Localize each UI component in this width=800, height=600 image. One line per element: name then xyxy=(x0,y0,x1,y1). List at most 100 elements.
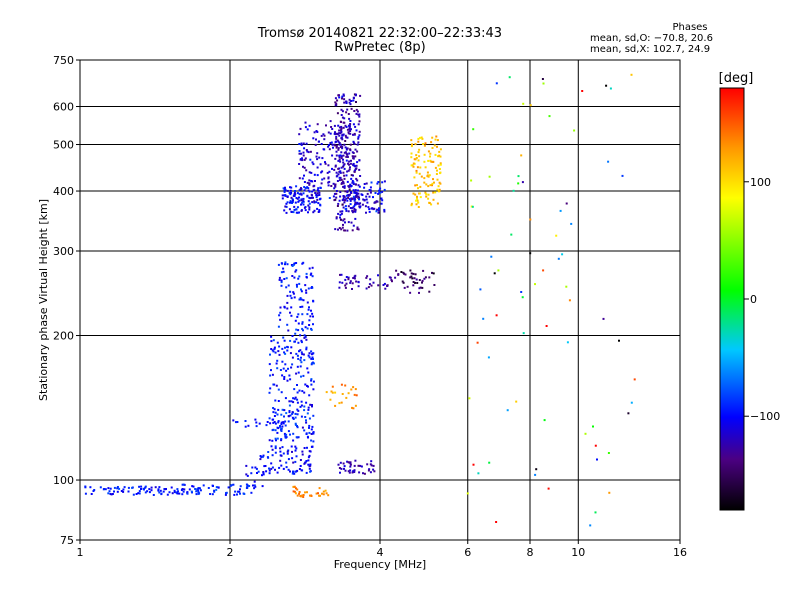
data-point xyxy=(283,305,286,308)
data-point xyxy=(423,177,426,180)
data-point xyxy=(410,139,413,142)
data-point xyxy=(557,257,560,260)
data-point xyxy=(382,284,385,286)
data-point xyxy=(345,174,348,177)
data-point xyxy=(346,108,349,111)
data-point xyxy=(186,492,189,495)
data-point xyxy=(340,129,342,132)
data-point xyxy=(424,276,427,279)
data-point xyxy=(529,218,532,221)
data-point xyxy=(271,418,274,421)
data-point xyxy=(295,208,298,211)
data-point xyxy=(307,463,310,466)
data-point xyxy=(301,159,304,162)
data-point xyxy=(508,76,511,79)
data-point xyxy=(188,488,191,491)
data-point xyxy=(338,142,341,144)
data-point xyxy=(307,287,310,290)
data-point xyxy=(570,222,573,225)
data-point xyxy=(294,470,297,473)
data-point xyxy=(280,271,283,274)
data-point xyxy=(369,278,372,281)
data-point xyxy=(202,484,205,487)
data-point xyxy=(162,490,165,493)
data-point xyxy=(313,184,316,187)
data-point xyxy=(294,412,297,415)
data-point xyxy=(354,388,357,391)
data-point xyxy=(310,286,313,288)
data-point xyxy=(295,185,298,188)
data-point xyxy=(289,433,291,436)
data-point xyxy=(289,414,292,417)
y-tick-label: 600 xyxy=(53,101,74,114)
data-point xyxy=(347,131,350,134)
data-point xyxy=(289,339,292,342)
data-point xyxy=(239,492,241,495)
data-point xyxy=(298,275,301,278)
data-point xyxy=(431,136,434,139)
data-point xyxy=(298,150,301,152)
data-point xyxy=(376,182,379,185)
data-point xyxy=(353,190,356,193)
data-point xyxy=(296,384,298,386)
data-point xyxy=(358,471,361,474)
data-point xyxy=(310,309,312,312)
data-point xyxy=(310,428,313,431)
data-point xyxy=(427,193,430,196)
data-point xyxy=(277,420,280,423)
data-point xyxy=(431,184,433,187)
data-point xyxy=(347,461,350,464)
data-point xyxy=(318,487,321,490)
data-point xyxy=(423,144,426,147)
data-point xyxy=(376,208,379,211)
data-point xyxy=(254,466,257,469)
data-point xyxy=(409,276,412,279)
data-point xyxy=(310,439,313,442)
data-point xyxy=(347,205,350,208)
data-point xyxy=(339,191,342,193)
data-point xyxy=(476,341,479,344)
data-point xyxy=(436,178,439,181)
data-point xyxy=(349,123,352,125)
data-point xyxy=(413,277,416,280)
data-point xyxy=(334,133,337,136)
data-point xyxy=(307,189,310,192)
data-point xyxy=(351,211,354,214)
data-point xyxy=(352,470,355,473)
data-point xyxy=(327,176,330,179)
data-point xyxy=(482,317,485,320)
y-ticks: 75 100 200 300 400 500 600 750 xyxy=(53,54,80,547)
data-point xyxy=(284,363,287,366)
data-point xyxy=(379,187,382,190)
data-point xyxy=(191,485,194,488)
data-point xyxy=(366,201,369,204)
data-point xyxy=(282,421,285,424)
data-point xyxy=(375,200,378,203)
data-point xyxy=(381,181,384,184)
data-point xyxy=(304,335,307,338)
data-point xyxy=(306,128,309,131)
colorbar-ticks: 100 0 −100 xyxy=(744,176,780,423)
y-tick-label: 200 xyxy=(53,330,74,343)
data-point xyxy=(122,490,125,493)
data-point xyxy=(355,129,358,132)
data-point xyxy=(302,299,305,302)
data-point xyxy=(378,208,381,211)
data-point xyxy=(411,143,413,146)
data-point xyxy=(535,468,538,471)
data-point xyxy=(293,208,296,211)
data-point xyxy=(330,126,333,128)
data-point xyxy=(346,180,349,183)
data-point xyxy=(279,425,282,428)
data-point xyxy=(296,425,298,427)
data-point xyxy=(316,192,319,195)
data-point xyxy=(302,197,305,200)
data-point xyxy=(366,192,369,195)
data-point xyxy=(565,202,568,205)
data-point xyxy=(84,492,87,495)
data-point xyxy=(384,287,387,290)
data-point xyxy=(421,137,424,140)
data-point xyxy=(224,493,227,496)
data-point xyxy=(267,451,270,453)
data-point xyxy=(309,150,312,153)
